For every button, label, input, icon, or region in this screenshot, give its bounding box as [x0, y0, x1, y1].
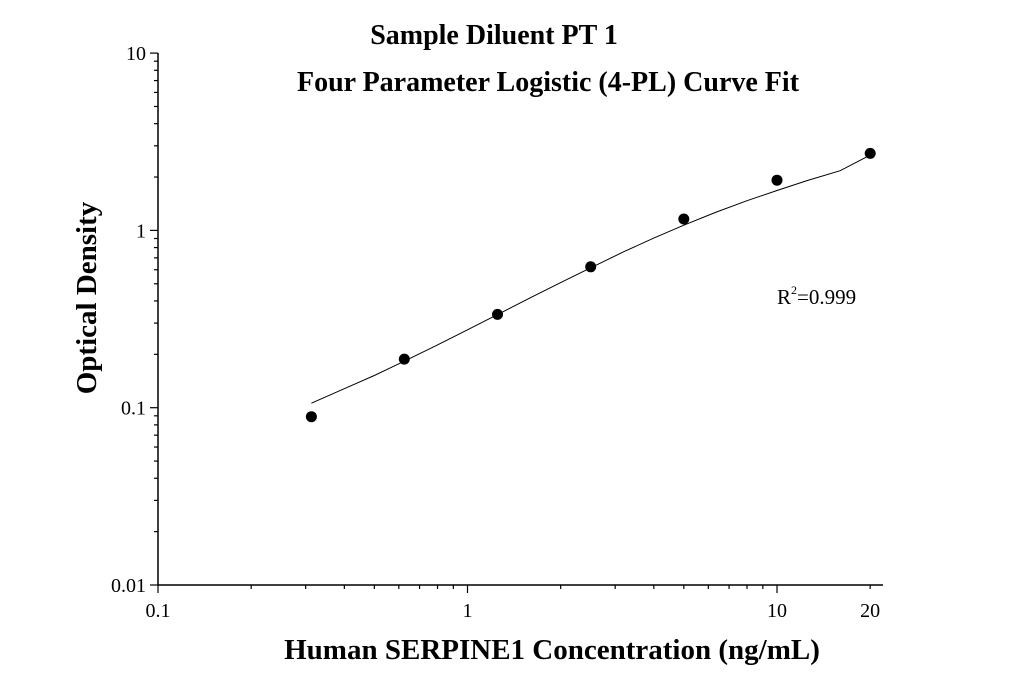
chart-subtitle: Four Parameter Logistic (4-PL) Curve Fit	[297, 67, 800, 98]
x-tick-label: 10	[767, 600, 787, 622]
x-tick-label: 20	[860, 600, 880, 622]
y-tick-label: 1	[136, 220, 146, 242]
x-axis-title: Human SERPINE1 Concentration (ng/mL)	[284, 634, 820, 666]
r-squared-value: =0.999	[797, 285, 856, 309]
fit-curve	[311, 154, 871, 404]
data-point	[864, 147, 876, 159]
data-point	[492, 308, 503, 320]
data-point	[771, 174, 783, 186]
data-point	[398, 353, 410, 365]
data-point	[305, 411, 317, 423]
x-tick-label: 0.1	[146, 600, 171, 622]
y-tick-label: 0.01	[111, 575, 146, 597]
x-tick-label: 1	[463, 600, 473, 622]
data-points	[305, 147, 876, 423]
r-squared-base: R	[777, 285, 791, 309]
r-squared-exponent: 2	[791, 283, 797, 297]
y-tick-label: 10	[126, 43, 146, 65]
data-point	[678, 213, 690, 225]
chart-title: Sample Diluent PT 1	[370, 20, 618, 51]
y-tick-label: 0.1	[121, 398, 146, 420]
r-squared-annotation: R2=0.999	[777, 283, 856, 309]
y-axis-title: Optical Density	[71, 201, 103, 394]
x-ticks	[157, 585, 871, 593]
y-tick-labels: 0.01 0.1 1 10	[111, 43, 146, 597]
x-tick-labels: 0.1 1 10 20	[146, 600, 881, 622]
y-ticks	[150, 52, 158, 586]
data-point	[585, 261, 597, 273]
